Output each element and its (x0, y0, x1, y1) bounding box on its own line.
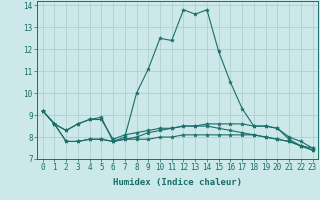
X-axis label: Humidex (Indice chaleur): Humidex (Indice chaleur) (113, 178, 242, 187)
